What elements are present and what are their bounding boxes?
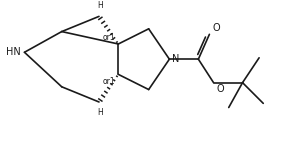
Text: H: H: [97, 108, 103, 117]
Text: H: H: [97, 1, 103, 10]
Text: O: O: [212, 23, 220, 33]
Text: or1: or1: [102, 33, 115, 42]
Text: N: N: [172, 54, 179, 64]
Text: or1: or1: [102, 77, 115, 86]
Text: HN: HN: [6, 47, 21, 57]
Text: O: O: [216, 84, 224, 94]
